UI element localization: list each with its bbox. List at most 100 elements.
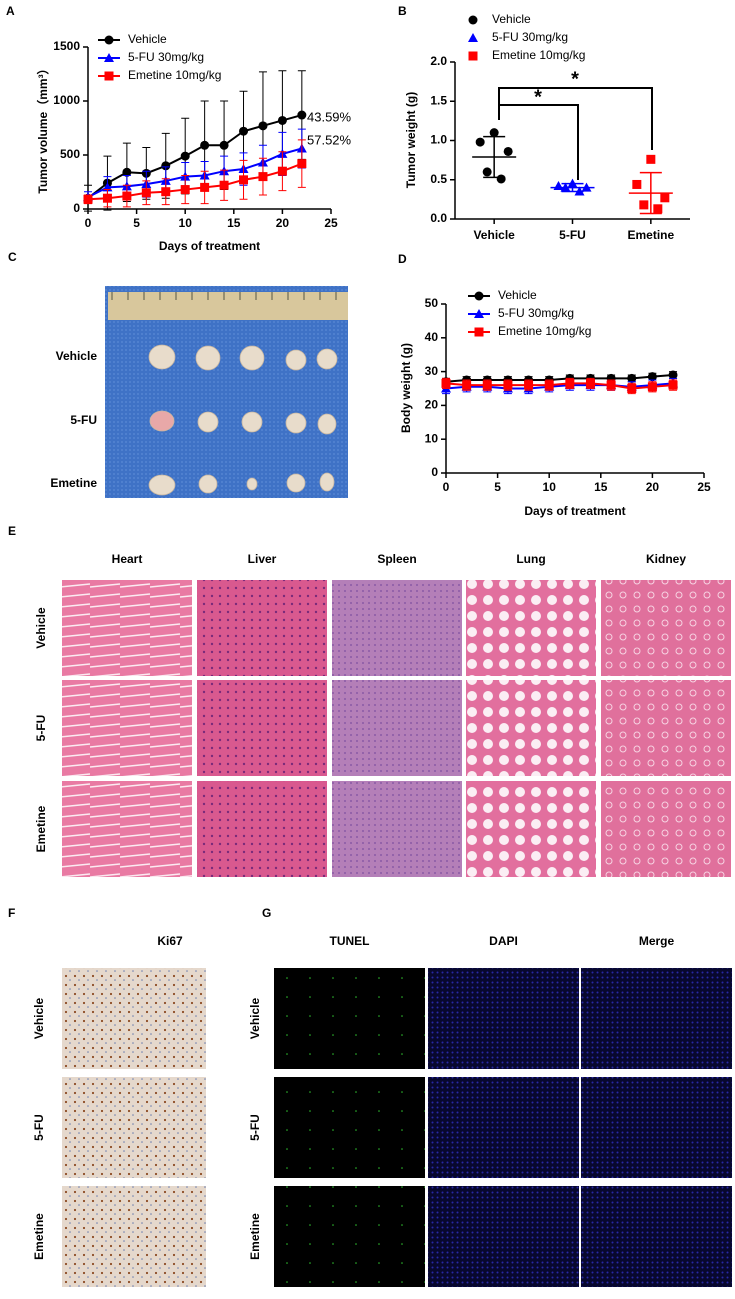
micrograph: [466, 781, 596, 877]
x-tick-label: 5: [494, 480, 501, 494]
x-axis-label: Days of treatment: [524, 504, 625, 518]
chart-panel: 0 10 20 30 40 50 0 5 10 15 20 25 Body weight (g) Days…: [399, 288, 711, 518]
y-tick-label: 0.5: [430, 172, 447, 186]
annotation: 57.52%: [307, 132, 352, 147]
marker: [627, 384, 637, 393]
marker: [606, 380, 616, 390]
x-tick-label: 15: [594, 480, 608, 494]
marker: [104, 53, 114, 62]
x-tick-label: 10: [543, 480, 557, 494]
micrograph: [197, 781, 327, 877]
micrograph: [601, 580, 731, 676]
micrograph: [581, 1077, 732, 1178]
column-title: DAPI: [489, 934, 518, 948]
y-tick-label: 2.0: [430, 54, 447, 68]
y-tick-label: 1500: [53, 39, 80, 53]
y-tick-label: 10: [425, 431, 439, 445]
panel-label: G: [262, 906, 271, 920]
marker: [180, 185, 190, 195]
y-tick-label: 500: [60, 147, 80, 161]
marker: [104, 35, 114, 45]
marker: [503, 146, 513, 156]
micrograph: [601, 680, 731, 776]
micrograph: [197, 680, 327, 776]
marker: [219, 180, 229, 190]
row-label: Emetine: [34, 805, 48, 852]
marker: [565, 378, 575, 388]
sd-bar: [483, 135, 506, 179]
micrograph: [62, 1077, 206, 1178]
y-tick-label: 30: [425, 364, 439, 378]
marker: [122, 167, 132, 177]
micrograph: [581, 968, 732, 1069]
micrograph: [581, 1186, 732, 1287]
micrograph: [601, 781, 731, 877]
legend-label: Vehicle: [128, 32, 167, 46]
micrograph: [274, 968, 425, 1069]
y-tick-label: 1000: [53, 93, 80, 107]
series-line: [87, 147, 303, 199]
column-title: Spleen: [377, 552, 416, 566]
legend-label: Emetine 10mg/kg: [498, 324, 591, 338]
x-tick-label: 0: [85, 216, 92, 230]
legend-label: 5-FU 30mg/kg: [128, 50, 204, 64]
significance-star: *: [571, 68, 579, 90]
x-tick-label: 25: [324, 216, 338, 230]
x-tick-label: 0: [443, 480, 450, 494]
x-tick-label: 5: [133, 216, 140, 230]
x-tick-label: 20: [646, 480, 660, 494]
marker: [122, 191, 132, 201]
marker: [200, 140, 210, 150]
marker: [544, 380, 554, 390]
significance-bracket: [498, 104, 579, 180]
marker: [489, 128, 499, 138]
row-label: Vehicle: [32, 998, 46, 1040]
marker: [239, 175, 249, 185]
row-label: Vehicle: [56, 349, 98, 363]
marker: [161, 187, 171, 197]
legend-label: Emetine 10mg/kg: [492, 48, 585, 62]
marker: [277, 115, 287, 125]
column-title: TUNEL: [330, 934, 370, 948]
marker: [277, 166, 287, 176]
column-title: Ki67: [157, 934, 183, 948]
y-tick-label: 20: [425, 398, 439, 412]
photo-background: [105, 286, 348, 498]
y-axis-label: Tumor volume（mm³）: [35, 62, 50, 193]
marker: [632, 179, 642, 189]
marker: [668, 380, 678, 390]
marker: [474, 327, 484, 337]
sd-bar: [561, 182, 584, 193]
tumor-photo: [105, 286, 348, 498]
marker: [200, 182, 210, 192]
micrograph: [274, 1186, 425, 1287]
micrograph: [62, 1186, 206, 1287]
marker: [161, 161, 171, 171]
ruler-ticks: [111, 292, 337, 300]
panel-label: B: [398, 4, 407, 18]
y-axis-label: Body weight (g): [399, 343, 413, 433]
marker: [141, 188, 151, 198]
he-grid: Vehicle 5-FU Emetine Heart Liver Spleen Lung Ki…: [34, 552, 731, 877]
micrograph: [466, 680, 596, 776]
row-label: 5-FU: [34, 715, 48, 742]
micrograph: [332, 680, 462, 776]
ruler: [108, 292, 348, 320]
marker: [482, 167, 492, 177]
marker: [524, 380, 534, 390]
row-label: 5-FU: [32, 1114, 46, 1141]
micrograph: [62, 580, 192, 676]
marker: [553, 181, 564, 191]
column-title: Liver: [248, 552, 277, 566]
micrograph: [466, 580, 596, 676]
marker: [474, 291, 484, 301]
marker: [104, 71, 114, 81]
series-line: [87, 162, 303, 201]
micrograph: [62, 781, 192, 877]
marker: [646, 154, 656, 164]
column-title: Kidney: [646, 552, 686, 566]
marker: [585, 378, 595, 388]
panel-label: A: [6, 4, 15, 18]
marker: [468, 51, 478, 61]
marker: [102, 193, 112, 203]
